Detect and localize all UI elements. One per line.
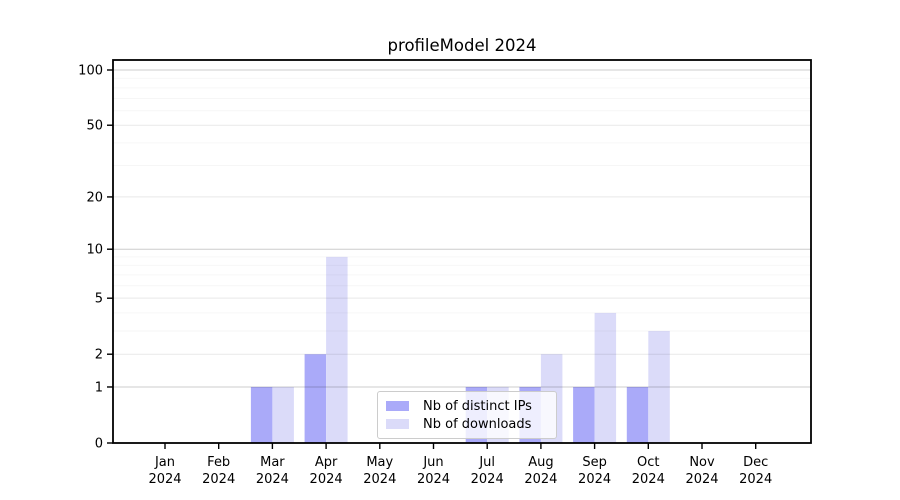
x-tick-label-month: Mar xyxy=(260,455,285,470)
bar-distinct-ips-sep xyxy=(573,386,595,443)
x-tick-label-year: 2024 xyxy=(256,472,289,487)
x-tick-label-year: 2024 xyxy=(739,472,772,487)
y-tick-label: 10 xyxy=(86,243,103,258)
x-tick-label-year: 2024 xyxy=(471,472,504,487)
legend-label-downloads: Nb of downloads xyxy=(423,416,532,432)
legend-swatch-downloads-icon xyxy=(386,419,409,429)
chart-title: profileModel 2024 xyxy=(387,36,537,55)
bar-downloads-apr xyxy=(326,256,348,443)
x-tick-label-year: 2024 xyxy=(310,472,343,487)
legend-swatch-distinct-ips-icon xyxy=(386,401,409,411)
x-tick-label-month: Jul xyxy=(478,455,495,470)
y-tick-label: 2 xyxy=(95,348,103,363)
x-tick-label-month: Jan xyxy=(154,455,175,470)
x-tick-label-month: Aug xyxy=(528,455,553,470)
y-tick-label: 20 xyxy=(86,190,103,205)
x-tick-label-year: 2024 xyxy=(578,472,611,487)
x-tick-label-month: Apr xyxy=(315,455,338,470)
bar-downloads-mar xyxy=(272,386,294,443)
y-tick-label: 5 xyxy=(95,292,103,307)
x-tick-label-month: May xyxy=(366,455,393,470)
bar-distinct-ips-mar xyxy=(250,386,273,443)
x-tick-label-year: 2024 xyxy=(524,472,557,487)
bar-downloads-oct xyxy=(648,330,670,443)
x-tick-label-month: Nov xyxy=(689,455,715,470)
bar-distinct-ips-oct xyxy=(626,386,649,443)
bar-downloads-sep xyxy=(594,312,617,443)
legend-item-distinct-ips: Nb of distinct IPs xyxy=(386,400,556,413)
legend: Nb of distinct IPs Nb of downloads xyxy=(377,391,557,439)
y-tick-label: 50 xyxy=(86,119,103,134)
x-tick-label-month: Dec xyxy=(743,455,768,470)
x-tick-label-month: Sep xyxy=(582,455,607,470)
y-tick-label: 0 xyxy=(95,437,103,452)
plot-border xyxy=(112,59,812,444)
y-tick-label: 1 xyxy=(95,380,103,395)
x-tick-label-year: 2024 xyxy=(685,472,718,487)
legend-label-distinct-ips: Nb of distinct IPs xyxy=(423,398,532,414)
x-tick-label-year: 2024 xyxy=(417,472,450,487)
x-tick-label-month: Feb xyxy=(207,455,230,470)
x-tick-label-year: 2024 xyxy=(632,472,665,487)
x-tick-label-month: Oct xyxy=(637,455,659,470)
legend-item-downloads: Nb of downloads xyxy=(386,418,556,431)
x-tick-label-year: 2024 xyxy=(202,472,235,487)
y-tick-label: 100 xyxy=(78,63,103,78)
x-tick-label-month: Jun xyxy=(422,455,443,470)
x-tick-label-year: 2024 xyxy=(148,472,181,487)
x-tick-label-year: 2024 xyxy=(363,472,396,487)
bar-distinct-ips-apr xyxy=(304,354,327,443)
